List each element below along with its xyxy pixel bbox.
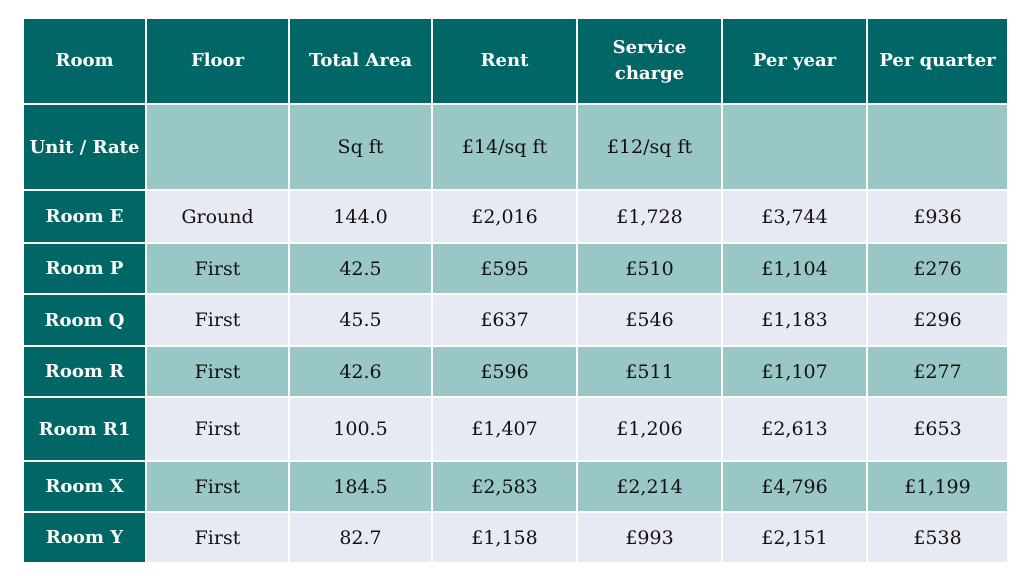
- row-rent: £595: [431, 242, 578, 295]
- row-rent: £2,016: [431, 189, 578, 244]
- unit-rate-row: Unit / Rate Sq ft £14/sq ft £12/sq ft: [22, 103, 1009, 191]
- row-service-charge: £511: [576, 345, 723, 398]
- row-floor: First: [145, 345, 290, 398]
- row-floor: First: [145, 242, 290, 295]
- row-total-area: 42.5: [288, 242, 433, 295]
- row-service-charge: £546: [576, 293, 723, 347]
- rooms-table-container: Room Floor Total Area Rent Service charg…: [22, 17, 1009, 564]
- row-service-charge: £1,206: [576, 396, 723, 462]
- header-per-quarter: Per quarter: [866, 17, 1009, 105]
- unit-rent: £14/sq ft: [431, 103, 578, 191]
- row-rent: £1,407: [431, 396, 578, 462]
- row-rent: £1,158: [431, 511, 578, 564]
- unit-per-year: [721, 103, 868, 191]
- header-rent: Rent: [431, 17, 578, 105]
- row-service-charge: £2,214: [576, 460, 723, 513]
- row-total-area: 144.0: [288, 189, 433, 244]
- row-room-name: Room E: [22, 189, 147, 244]
- row-per-year: £1,107: [721, 345, 868, 398]
- row-service-charge: £510: [576, 242, 723, 295]
- row-room-name: Room R1: [22, 396, 147, 462]
- row-floor: First: [145, 293, 290, 347]
- row-per-year: £2,613: [721, 396, 868, 462]
- unit-service-charge: £12/sq ft: [576, 103, 723, 191]
- row-floor: First: [145, 396, 290, 462]
- row-per-quarter: £653: [866, 396, 1009, 462]
- row-rent: £2,583: [431, 460, 578, 513]
- row-service-charge: £993: [576, 511, 723, 564]
- row-per-year: £1,104: [721, 242, 868, 295]
- row-rent: £596: [431, 345, 578, 398]
- table-row: Room X First 184.5 £2,583 £2,214 £4,796 …: [22, 460, 1009, 513]
- row-total-area: 45.5: [288, 293, 433, 347]
- row-room-name: Room R: [22, 345, 147, 398]
- unit-total-area: Sq ft: [288, 103, 433, 191]
- row-per-year: £4,796: [721, 460, 868, 513]
- row-room-name: Room X: [22, 460, 147, 513]
- row-per-quarter: £1,199: [866, 460, 1009, 513]
- row-total-area: 42.6: [288, 345, 433, 398]
- unit-floor: [145, 103, 290, 191]
- row-room-name: Room Q: [22, 293, 147, 347]
- table-row: Room E Ground 144.0 £2,016 £1,728 £3,744…: [22, 189, 1009, 244]
- rooms-rent-table: Room Floor Total Area Rent Service charg…: [22, 17, 1009, 564]
- row-per-year: £2,151: [721, 511, 868, 564]
- row-room-name: Room P: [22, 242, 147, 295]
- table-row: Room R First 42.6 £596 £511 £1,107 £277: [22, 345, 1009, 398]
- table-row: Room P First 42.5 £595 £510 £1,104 £276: [22, 242, 1009, 295]
- row-per-quarter: £276: [866, 242, 1009, 295]
- row-total-area: 82.7: [288, 511, 433, 564]
- row-floor: Ground: [145, 189, 290, 244]
- header-floor: Floor: [145, 17, 290, 105]
- row-rent: £637: [431, 293, 578, 347]
- table-row: Room R1 First 100.5 £1,407 £1,206 £2,613…: [22, 396, 1009, 462]
- row-floor: First: [145, 460, 290, 513]
- unit-rate-label: Unit / Rate: [22, 103, 147, 191]
- row-service-charge: £1,728: [576, 189, 723, 244]
- row-per-quarter: £277: [866, 345, 1009, 398]
- unit-per-quarter: [866, 103, 1009, 191]
- row-total-area: 100.5: [288, 396, 433, 462]
- row-total-area: 184.5: [288, 460, 433, 513]
- row-per-quarter: £538: [866, 511, 1009, 564]
- row-per-quarter: £296: [866, 293, 1009, 347]
- row-floor: First: [145, 511, 290, 564]
- header-room: Room: [22, 17, 147, 105]
- row-room-name: Room Y: [22, 511, 147, 564]
- header-total-area: Total Area: [288, 17, 433, 105]
- row-per-year: £1,183: [721, 293, 868, 347]
- table-row: Room Q First 45.5 £637 £546 £1,183 £296: [22, 293, 1009, 347]
- row-per-quarter: £936: [866, 189, 1009, 244]
- table-row: Room Y First 82.7 £1,158 £993 £2,151 £53…: [22, 511, 1009, 564]
- header-service-charge: Service charge: [576, 17, 723, 105]
- header-row: Room Floor Total Area Rent Service charg…: [22, 17, 1009, 105]
- header-per-year: Per year: [721, 17, 868, 105]
- row-per-year: £3,744: [721, 189, 868, 244]
